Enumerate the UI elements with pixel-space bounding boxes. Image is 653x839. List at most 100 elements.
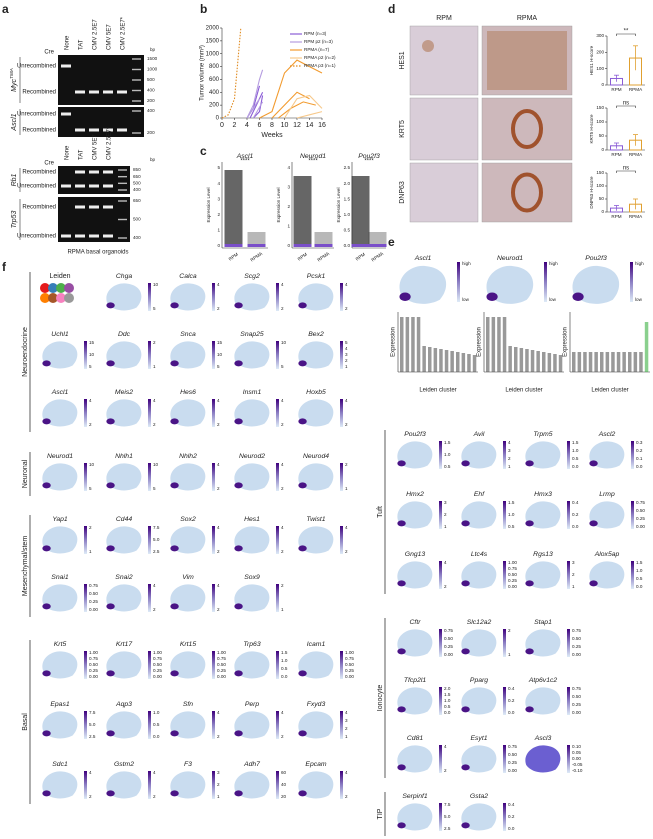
umap-title: Pou2f3 [404,431,426,438]
umap [397,441,433,469]
colorbar-tick: 7.5 [444,802,451,807]
umap-hotspot [106,670,115,677]
colorbar-tick: 3 [508,448,511,453]
umap [298,463,334,491]
colorbar [567,501,570,529]
cluster-blob [40,293,50,303]
umap-title: Hoxb5 [306,389,326,396]
colorbar-tick: 0.5 [281,666,288,671]
row-label: KRT5 [399,120,406,138]
colorbar [439,803,442,831]
umap [572,265,620,304]
umap-hotspot [525,460,534,467]
series-line [221,27,242,119]
band-label: Unrecombined [17,184,56,190]
colorbar-tick: 0.0 [153,734,160,739]
umap [234,283,270,311]
y-tick-label: 100 [596,119,604,124]
umap-cells [461,561,497,589]
ihc-image [481,162,573,223]
violin [433,348,438,372]
colorbar-tick: 4 [345,710,348,715]
gel-band [61,64,71,68]
colorbar-tick: 0.0 [508,710,515,715]
umap-cells [42,341,78,369]
lane-label: None [65,35,71,50]
x-tick-label: 6 [258,122,262,129]
y-tick-label: 1 [287,224,290,229]
umap-hotspot [397,520,406,527]
violin [400,317,404,372]
colorbar [340,771,343,799]
colorbar-tick: 0.25 [444,644,453,649]
umap-cells [234,526,270,554]
colorbar-tick: 1 [217,794,220,799]
violin [611,352,615,372]
significance: ns [623,166,629,172]
umap [170,651,206,679]
colorbar-low: low [635,297,643,302]
bp-label: bp [150,157,156,162]
colorbar-tick: 4 [281,462,284,467]
umap [106,711,142,739]
row-label: DNP63 [399,181,406,204]
umap-title: Gstm2 [114,761,134,768]
umap-title: Perp [245,701,260,708]
violin [600,352,604,372]
x-tick-label: RPM [297,252,308,262]
ladder-band [118,200,127,202]
umap-title: Alox5ap [594,551,620,558]
umap-hotspot [525,520,534,527]
y-tick-label: 200 [209,103,220,109]
umap-hotspot [170,790,179,797]
gel-band [117,90,127,94]
plot-title: Neurod1 [300,153,326,160]
umap-hotspot [298,418,307,425]
y-tick-label: 3 [217,196,220,201]
umap-cells [170,526,206,554]
umap-hotspot [170,360,179,367]
jitter-cloud [247,232,266,246]
umap-title: Bex2 [308,331,324,338]
violin [536,351,540,372]
umap-title: Neurod2 [239,453,265,460]
colorbar-tick: 1 [345,734,348,739]
umap-title: Esyt1 [471,735,488,742]
umap-title: Ascl2 [598,431,616,438]
colorbar-tick: 2 [508,628,511,633]
panel-label: d [388,2,395,16]
colorbar [212,771,215,799]
y-tick-label: 1 [217,228,220,233]
panel-label: f [2,260,7,274]
umap-title: Sox2 [180,516,196,523]
marker-label: 500 [147,77,155,82]
umap-title: Hes1 [244,516,260,523]
colorbar-tick: 0.50 [572,694,581,699]
marker-label: 850 [133,167,141,172]
gel-band [89,170,99,174]
ladder-band [132,58,141,60]
umap-title: Gng13 [405,551,426,558]
y-tick-label: 0 [216,116,220,122]
umap-title: Snai1 [51,574,69,581]
colorbar [212,526,215,554]
ladder-band [118,237,127,239]
umap-title: Stap1 [534,619,552,626]
y-tick-label: 100 [596,66,604,71]
umap-cells [42,651,78,679]
colorbar-tick: 2 [153,422,156,427]
legend-label: RPMA (n=7) [304,47,330,52]
violin [519,348,524,372]
umap-cells [589,441,625,469]
umap-title: Sdc1 [52,761,68,768]
colorbar [567,687,570,715]
y-tick-label: 1.0 [344,212,351,217]
umap-hotspot [397,822,406,829]
colorbar-tick: 10 [89,462,95,467]
umap [42,341,78,369]
colorbar-tick: 4 [89,398,92,403]
colorbar [84,771,87,799]
umap-cells [170,771,206,799]
colorbar-tick: 2 [281,306,284,311]
